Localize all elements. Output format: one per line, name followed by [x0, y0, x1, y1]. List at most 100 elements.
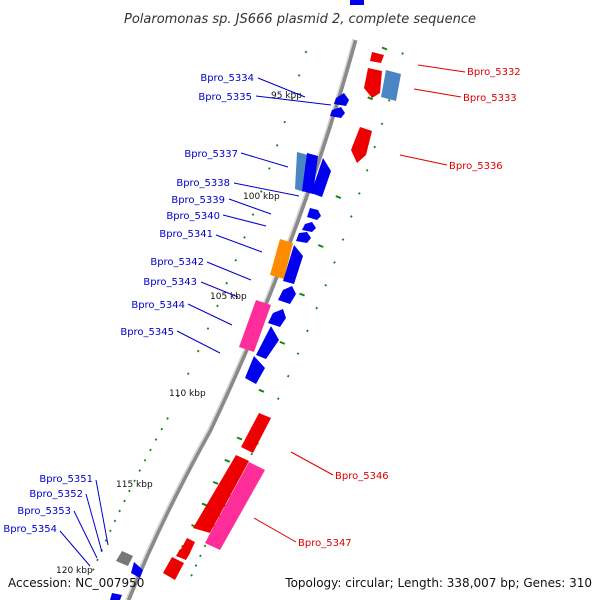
- label-bpro-5346: Bpro_5346: [335, 471, 389, 482]
- gene-bpro-5347: [205, 462, 265, 550]
- label-bpro-5339: Bpro_5339: [171, 195, 225, 206]
- track-dash: [315, 306, 319, 310]
- label-bpro-5334: Bpro_5334: [200, 73, 254, 84]
- track-dash: [335, 195, 342, 200]
- label-bpro-5336: Bpro_5336: [449, 161, 503, 172]
- track-dash: [236, 436, 243, 441]
- track-dash: [333, 261, 336, 264]
- gene-features: [110, 0, 401, 600]
- leader-bpro-5338: [233, 182, 300, 197]
- track-dash: [166, 417, 169, 420]
- track-dash: [306, 329, 309, 333]
- labels-right: Bpro_5332 Bpro_5333 Bpro_5336 Bpro_5346 …: [298, 67, 521, 549]
- track-dash: [199, 554, 202, 558]
- leader-bpro-5344: [187, 303, 233, 326]
- track-dash: [234, 259, 238, 262]
- label-bpro-5353: Bpro_5353: [17, 506, 71, 517]
- track-dash: [186, 372, 190, 375]
- track-dash: [381, 46, 388, 51]
- leader-bpro-5337: [240, 152, 289, 168]
- track-dash: [138, 469, 142, 472]
- gene-bpro-5334: [334, 93, 349, 106]
- gene-bpro-5338: [311, 158, 331, 197]
- leader-bpro-5332: [417, 64, 466, 73]
- track-dash: [109, 529, 112, 533]
- label-bpro-5354: Bpro_5354: [3, 524, 57, 535]
- track-dash: [260, 190, 263, 193]
- track-dash: [401, 52, 404, 55]
- track-dash: [283, 120, 287, 124]
- gene-bpro-5351: [116, 551, 133, 566]
- track-dash: [154, 438, 158, 441]
- track-dash: [243, 236, 246, 239]
- label-bpro-5338: Bpro_5338: [176, 178, 230, 189]
- gene-bpro-5333: [364, 68, 382, 98]
- leader-bpro-5345: [176, 330, 221, 354]
- track-dash: [279, 340, 286, 345]
- label-bpro-5343: Bpro_5343: [143, 277, 197, 288]
- leader-bpro-5340: [222, 214, 267, 227]
- track-dash: [206, 327, 210, 330]
- track-dash: [380, 122, 384, 126]
- track-dash: [299, 292, 305, 297]
- gene-bpro-5339: [307, 208, 321, 220]
- gene-lower-red-b: [176, 549, 190, 560]
- gene-bpro-5342-orange: [270, 239, 293, 279]
- track-dash: [196, 349, 200, 353]
- track-dash: [96, 558, 99, 562]
- leader-bpro-5351: [95, 479, 109, 546]
- tick-label-120: 120 kbp: [56, 566, 93, 576]
- summary-text: Topology: circular; Length: 338,007 bp; …: [284, 576, 592, 590]
- track-dash: [118, 509, 121, 513]
- gene-bpro-5333-b: [381, 70, 401, 101]
- accession-text: Accession: NC_007950: [8, 576, 144, 590]
- track-dash: [276, 397, 280, 400]
- track-dash: [92, 568, 95, 571]
- tick-label-100: 100 kbp: [243, 192, 280, 202]
- gene-bpro-5343: [278, 286, 296, 304]
- labels-left: Bpro_5334 Bpro_5335 Bpro_5337 Bpro_5338 …: [3, 73, 254, 535]
- track-dash: [365, 168, 369, 172]
- gene-bpro-5344: [268, 309, 286, 327]
- track-dash: [268, 167, 271, 170]
- track-dash: [251, 213, 255, 216]
- label-bpro-5342: Bpro_5342: [150, 257, 204, 268]
- label-bpro-5351: Bpro_5351: [39, 474, 93, 485]
- leader-bpro-5352: [85, 493, 103, 553]
- tick-label-115: 115 kbp: [116, 480, 153, 490]
- track-dash: [258, 388, 265, 393]
- track-dash: [304, 50, 308, 54]
- track-dash: [373, 145, 377, 149]
- track-dash: [297, 74, 301, 77]
- gene-bpro-5344-magenta: [239, 300, 271, 352]
- leader-bpro-5354: [59, 530, 91, 567]
- track-dash: [160, 427, 164, 431]
- track-dash: [367, 96, 374, 101]
- gene-bpro-5347-red: [193, 455, 249, 533]
- track-dash: [190, 573, 193, 577]
- track-dash: [201, 502, 208, 507]
- leader-bpro-5347: [253, 517, 297, 543]
- kbp-ticks: 95 kbp 100 kbp 105 kbp 110 kbp 115 kbp 1…: [56, 91, 302, 576]
- leader-bpro-5353: [73, 510, 98, 559]
- track-dash: [123, 499, 126, 503]
- gene-bpro-5337-b: [302, 153, 318, 194]
- gene-bpro-5335: [330, 107, 345, 118]
- gene-bpro-5352: [131, 562, 143, 578]
- track-dash: [296, 352, 300, 355]
- gene-bpro-5336: [351, 127, 372, 163]
- label-bpro-5341: Bpro_5341: [159, 229, 213, 240]
- gene-bpro-5332: [370, 52, 384, 63]
- track-dash: [286, 374, 290, 378]
- track-dash: [358, 192, 361, 195]
- track-dash: [290, 97, 294, 101]
- gene-bpro-5340: [302, 222, 316, 232]
- track-dash: [113, 519, 117, 523]
- track-dash: [275, 143, 279, 147]
- track-dash: [212, 480, 219, 485]
- leader-bpro-5336: [399, 154, 448, 166]
- gene-bpro-5345-b: [245, 356, 265, 384]
- leader-bpro-5346: [290, 451, 334, 476]
- track-dash: [133, 479, 136, 483]
